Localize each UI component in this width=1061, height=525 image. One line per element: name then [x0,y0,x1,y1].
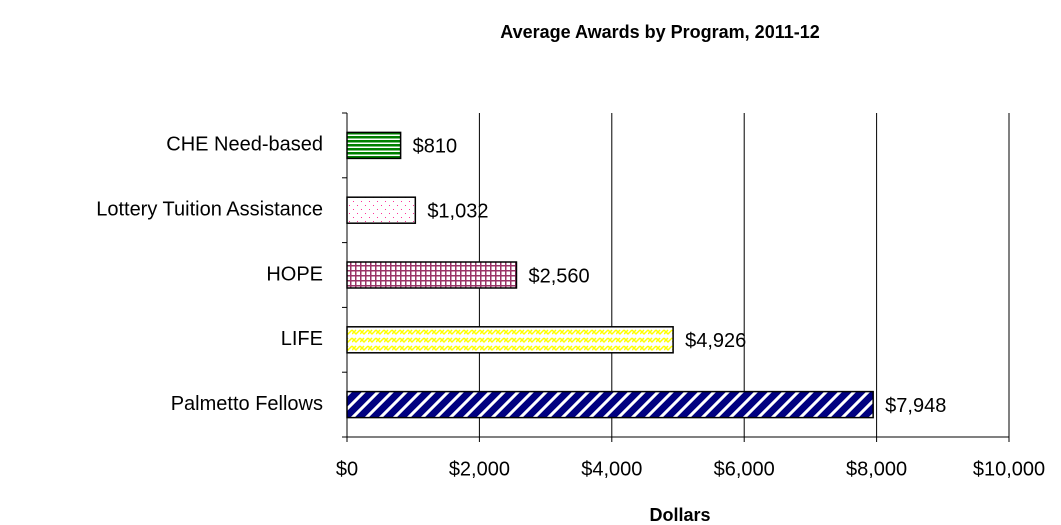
y-tick-label: HOPE [266,263,323,285]
x-tick-label: $10,000 [973,458,1045,480]
value-label: $2,560 [528,265,589,287]
x-tick-label: $0 [336,458,358,480]
x-axis-label: Dollars [649,505,710,525]
value-label: $1,032 [427,200,488,222]
x-tick-label: $8,000 [846,458,907,480]
bar [346,261,518,289]
bar [346,131,402,160]
value-label: $810 [413,136,458,158]
y-tick-label: Palmetto Fellows [171,393,323,415]
bar [346,196,417,224]
x-tick-label: $4,000 [581,458,642,480]
value-label: $4,926 [685,330,746,352]
y-tick-label: CHE Need-based [166,134,323,156]
value-label: $7,948 [885,395,946,417]
y-tick-label: LIFE [281,328,323,350]
chart-title: Average Awards by Program, 2011-12 [500,22,820,42]
bar [346,390,874,419]
bar [346,326,674,354]
y-tick-label: Lottery Tuition Assistance [96,198,323,220]
x-tick-label: $6,000 [714,458,775,480]
x-tick-label: $2,000 [449,458,510,480]
